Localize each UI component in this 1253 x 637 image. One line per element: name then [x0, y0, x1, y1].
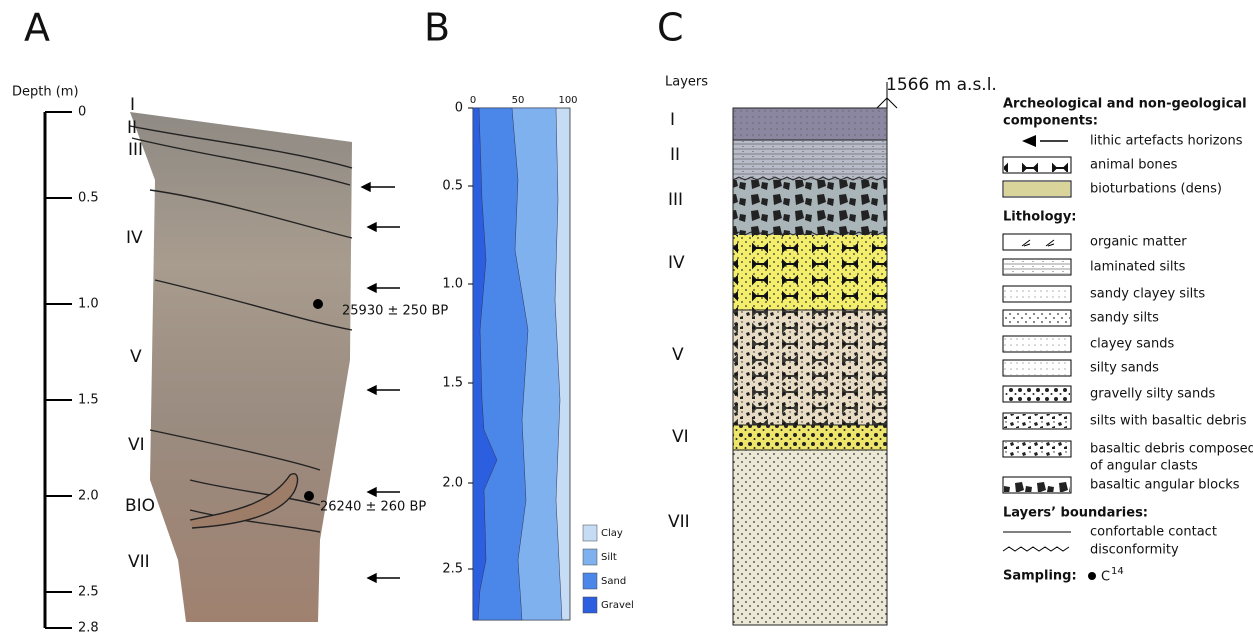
legend-fill: [1004, 442, 1070, 456]
layer-label: IV: [668, 253, 685, 273]
legend-item: confortable contact: [1090, 525, 1217, 540]
layer-label: I: [130, 95, 135, 115]
legend-item: clayey sands: [1090, 337, 1174, 352]
legend-item: organic matter: [1090, 235, 1187, 250]
layer-label: I: [670, 110, 675, 130]
legend-swatch: [583, 525, 597, 541]
depth-tick-label: 1.5: [442, 376, 463, 391]
legend-fill: [1004, 158, 1070, 172]
depth-tick-label: 0.5: [78, 191, 99, 206]
sample-dot: [1088, 572, 1096, 580]
panel-label: C: [657, 6, 684, 50]
date-label: 25930 ± 250 BP: [342, 304, 448, 319]
figure: ADepth (m)00.51.01.52.02.52.8IIIIIIIVVVI…: [0, 0, 1253, 637]
legend-heading: Layers’ boundaries:: [1003, 506, 1148, 521]
legend-swatch: [583, 573, 597, 589]
x-tick-label: 50: [512, 95, 525, 106]
legend-label: Sand: [601, 576, 626, 587]
legend-swatch: [583, 597, 597, 613]
panel-c-art: [733, 82, 897, 625]
legend-item: animal bones: [1090, 158, 1178, 173]
layer-label: V: [672, 345, 684, 365]
depth-tick-label: 0: [78, 105, 86, 120]
legend-fill: [1004, 361, 1070, 375]
legend-item: sandy clayey silts: [1090, 287, 1205, 302]
depth-tick-label: 2.0: [78, 489, 99, 504]
panel-label: B: [424, 6, 450, 50]
layer-label: VI: [672, 427, 689, 447]
legend-item: silts with basaltic debris: [1090, 414, 1247, 429]
x-tick-label: 100: [558, 95, 577, 106]
legend-item: bioturbations (dens): [1090, 182, 1222, 197]
legend-item: of angular clasts: [1090, 459, 1198, 474]
legend-item: laminated silts: [1090, 260, 1186, 275]
layer-label: IV: [126, 228, 143, 248]
depth-tick-label: 1.0: [442, 277, 463, 292]
layer-label: BIO: [125, 496, 155, 516]
panel-label: A: [24, 6, 50, 50]
column-title: Layers: [665, 75, 708, 90]
legend-heading: components:: [1003, 114, 1098, 129]
layer-label: III: [668, 190, 683, 210]
legend-item: basaltic angular blocks: [1090, 478, 1240, 493]
legend-fill: [1004, 311, 1070, 325]
axis-title: Depth (m): [12, 85, 79, 100]
layer-label: VI: [128, 435, 145, 455]
layer-label: V: [130, 347, 142, 367]
depth-tick-label: 2.8: [78, 621, 99, 636]
panel-a-art: [45, 112, 400, 628]
layer-label: II: [127, 118, 137, 138]
layer-label: II: [670, 145, 680, 165]
legend-item: disconformity: [1090, 543, 1179, 558]
legend-box: [1003, 234, 1071, 250]
layer-label: VII: [128, 552, 150, 572]
legend-fill: [1004, 337, 1070, 351]
depth-tick-label: 2.0: [442, 476, 463, 491]
disconformity-line: [1003, 547, 1069, 551]
legend-item: sandy silts: [1090, 311, 1159, 326]
date-label: 26240 ± 260 BP: [320, 500, 426, 515]
legend-label: Clay: [601, 528, 623, 539]
legend-fill: [1004, 387, 1070, 401]
legend-fill: [1004, 287, 1070, 301]
layer-label: III: [128, 140, 143, 160]
depth-tick-label: 2.5: [442, 562, 463, 577]
legend-item: gravelly silty sands: [1090, 387, 1215, 402]
panel-b-art: [473, 108, 570, 620]
legend-label: Gravel: [601, 600, 634, 611]
legend-item: lithic artefacts horizons: [1090, 134, 1243, 149]
x-tick-label: 0: [470, 95, 476, 106]
depth-tick-label: 1.5: [78, 393, 99, 408]
legend-heading: Archeological and non-geological: [1003, 97, 1247, 112]
depth-tick-label: 1.0: [78, 297, 99, 312]
legend-fill: [1004, 260, 1070, 274]
layer-label: VII: [668, 512, 690, 532]
legend-swatch: [583, 549, 597, 565]
legend-heading: Sampling:: [1003, 569, 1077, 584]
legend-item: silty sands: [1090, 361, 1159, 376]
depth-tick-label: 2.5: [78, 585, 99, 600]
depth-tick-label: 0.5: [442, 179, 463, 194]
legend-heading: Lithology:: [1003, 210, 1077, 225]
legend-fill: [1004, 182, 1070, 196]
legend-label: Silt: [601, 552, 617, 563]
sample-symbol: C: [1101, 570, 1110, 585]
elevation-label: 1566 m a.s.l.: [886, 75, 997, 95]
sample-superscript: 14: [1111, 566, 1124, 577]
legend-fill: [1004, 478, 1070, 492]
legend-item: basaltic debris composed: [1090, 442, 1253, 457]
depth-tick-label: 0: [455, 101, 463, 116]
legend-fill: [1004, 414, 1070, 428]
